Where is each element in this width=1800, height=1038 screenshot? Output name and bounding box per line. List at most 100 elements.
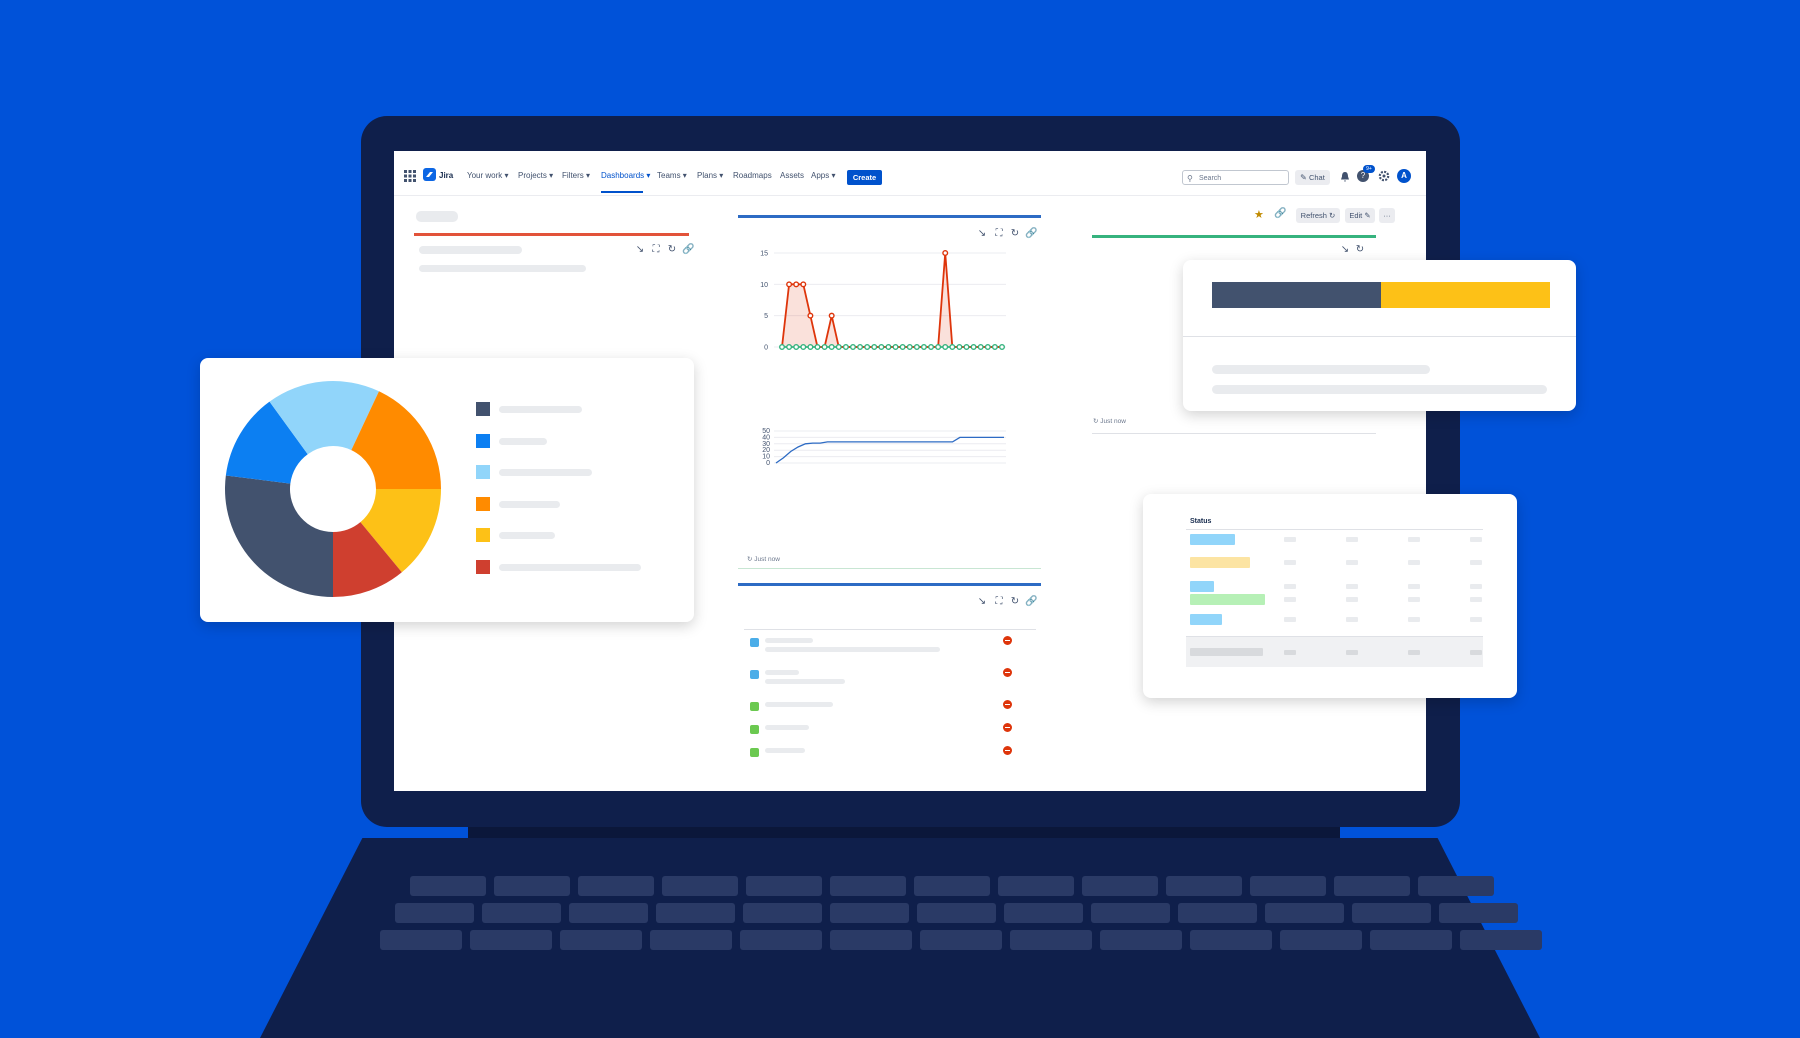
refresh-button[interactable]: Refresh ↻ — [1296, 208, 1340, 223]
y-tick-label: 5 — [764, 313, 768, 320]
refresh-icon: ↻ — [1329, 211, 1336, 220]
issue-summary-placeholder — [765, 748, 805, 753]
chart-refresh-icon[interactable]: ↻ — [1010, 228, 1020, 239]
settings-icon[interactable] — [1378, 169, 1390, 182]
chevron-down-icon: ▾ — [502, 171, 509, 180]
keyboard-key — [746, 876, 822, 896]
minimize-icon[interactable]: ↘ — [635, 244, 645, 255]
list-minimize-icon[interactable]: ↘ — [977, 596, 987, 607]
nav-label: Plans — [697, 171, 718, 180]
keyboard-key — [998, 876, 1074, 896]
status-header-divider — [1186, 529, 1483, 530]
notifications-icon[interactable] — [1339, 170, 1351, 182]
chart-refreshed-status: ↻ Just now — [747, 555, 780, 563]
nav-filters[interactable]: Filters ▾ — [562, 171, 590, 180]
nav-label: Projects — [518, 171, 547, 180]
app-switcher-icon[interactable] — [404, 169, 416, 182]
right-refresh-status-icon: ↻ — [1093, 418, 1099, 425]
series-line — [781, 252, 1002, 348]
nav-dashboards[interactable]: Dashboards ▾ — [601, 171, 650, 180]
status-count-placeholder — [1284, 597, 1296, 602]
chart-fullscreen-icon[interactable]: ⛶ — [995, 228, 1003, 239]
right-refreshed-label: Just now — [1100, 418, 1126, 425]
priority-blocker-icon — [1003, 700, 1012, 709]
data-point — [800, 343, 807, 350]
right-refresh-icon[interactable]: ↻ — [1355, 244, 1365, 255]
stacked-bar-segment — [1212, 282, 1381, 308]
legend-label-placeholder — [499, 532, 555, 539]
list-fullscreen-icon[interactable]: ⛶ — [995, 596, 1003, 607]
status-lozenge — [1190, 581, 1214, 592]
jira-logo-text[interactable]: Jira — [439, 171, 454, 180]
nav-teams[interactable]: Teams ▾ — [657, 171, 687, 180]
keyboard-key — [1082, 876, 1158, 896]
status-row — [1186, 612, 1483, 626]
chat-button[interactable]: ✎ Chat — [1295, 170, 1330, 185]
chart-minimize-icon[interactable]: ↘ — [977, 228, 987, 239]
nav-assets[interactable]: Assets — [780, 171, 804, 180]
y-tick-label: 15 — [760, 251, 768, 258]
nav-apps[interactable]: Apps ▾ — [811, 171, 835, 180]
legend-label-placeholder — [499, 437, 547, 445]
data-point — [970, 343, 977, 350]
status-count-placeholder — [1346, 560, 1358, 565]
help-icon[interactable]: ? — [1357, 170, 1369, 182]
chevron-down-icon: ▾ — [829, 171, 836, 180]
nav-roadmaps[interactable]: Roadmaps — [733, 171, 772, 180]
keyboard-key — [1178, 903, 1257, 923]
avatar[interactable]: A — [1397, 169, 1411, 183]
right-minimize-icon[interactable]: ↘ — [1340, 244, 1350, 255]
keyboard-key — [830, 930, 912, 950]
keyboard-key — [1460, 930, 1542, 950]
data-point — [906, 343, 913, 350]
status-count-placeholder — [1284, 617, 1296, 622]
data-point — [786, 281, 793, 288]
link-icon[interactable]: 🔗 — [1274, 208, 1287, 219]
nav-your-work[interactable]: Your work ▾ — [467, 171, 509, 180]
stacked-bar-card — [1183, 260, 1576, 411]
edit-button[interactable]: Edit ✎ — [1345, 208, 1375, 223]
nav-projects[interactable]: Projects ▾ — [518, 171, 553, 180]
issue-type-icon — [750, 748, 759, 757]
gadget-link-icon[interactable]: 🔗 — [682, 244, 695, 255]
keyboard-key — [830, 876, 906, 896]
created-vs-resolved-chart: 0 5 10 15 — [760, 249, 1006, 352]
jira-logo-icon[interactable] — [423, 168, 436, 181]
data-point — [793, 281, 800, 288]
list-gadget-top-border — [738, 583, 1041, 586]
keyboard-key — [494, 876, 570, 896]
keyboard-key — [830, 903, 909, 923]
left-gadget-subtitle-placeholder — [419, 265, 586, 272]
data-point — [842, 343, 849, 350]
active-tab-underline — [601, 191, 643, 193]
nav-plans[interactable]: Plans ▾ — [697, 171, 723, 180]
keyboard-key — [743, 903, 822, 923]
issue-detail-placeholder — [765, 647, 940, 652]
list-refresh-icon[interactable]: ↻ — [1010, 596, 1020, 607]
legend-color-swatch — [476, 465, 490, 479]
data-point — [814, 343, 821, 350]
search-input[interactable]: Search ⚲ — [1182, 170, 1289, 185]
issue-type-icon — [750, 670, 759, 679]
data-point — [800, 281, 807, 288]
nav-label: Dashboards — [601, 171, 645, 180]
pie-slice — [225, 475, 333, 597]
fullscreen-icon[interactable]: ⛶ — [652, 244, 660, 255]
status-lozenge — [1190, 614, 1222, 625]
create-button[interactable]: Create — [847, 170, 882, 185]
chart-link-icon[interactable]: 🔗 — [1025, 228, 1038, 239]
top-navigation: Jira Your work ▾ Projects ▾ Filters ▾ Dashb… — [394, 151, 1426, 196]
list-link-icon[interactable]: 🔗 — [1025, 596, 1038, 607]
star-icon[interactable]: ★ — [1254, 209, 1264, 221]
more-actions-button[interactable]: ··· — [1379, 208, 1395, 223]
keyboard-key — [578, 876, 654, 896]
data-point — [920, 343, 927, 350]
laptop-hinge — [468, 827, 1340, 839]
right-refreshed-status: ↻ Just now — [1093, 417, 1126, 425]
data-point — [928, 343, 935, 350]
nav-label: Assets — [780, 171, 805, 180]
refresh-gadget-icon[interactable]: ↻ — [667, 244, 677, 255]
data-point — [864, 343, 871, 350]
legend-color-swatch — [476, 402, 490, 416]
